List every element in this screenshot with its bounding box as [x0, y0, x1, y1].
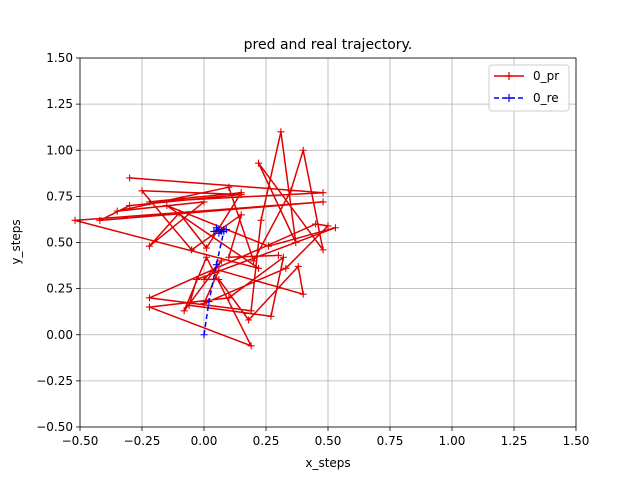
y-axis-ticks: −0.50 −0.25 0.00 0.25 0.50 0.75 1.00 1.25 1.50 [36, 51, 80, 434]
point-marker-0-pr [255, 159, 263, 167]
point-marker-0-pr [138, 187, 146, 195]
point-marker-0-re [212, 261, 220, 269]
point-marker-0-pr [299, 146, 307, 154]
series-0-pr [71, 128, 339, 350]
legend-marker-0-pr [505, 72, 513, 80]
point-marker-0-pr [200, 198, 208, 206]
series-layer [71, 128, 339, 350]
x-tick-label: 1.25 [501, 434, 528, 448]
point-marker-0-pr [257, 216, 265, 224]
point-marker-0-pr [145, 294, 153, 302]
x-tick-label: −0.50 [62, 434, 99, 448]
point-marker-0-pr [319, 189, 327, 197]
point-marker-0-re [210, 227, 218, 235]
chart-title: pred and real trajectory. [244, 37, 413, 53]
y-tick-label: 1.50 [46, 51, 73, 65]
legend-label-0-pr: 0_pr [533, 69, 559, 83]
x-tick-label: 0.75 [377, 434, 404, 448]
point-marker-0-pr [312, 220, 320, 228]
point-marker-0-pr [237, 191, 245, 199]
point-marker-0-pr [185, 301, 193, 309]
series-line-0-pr [74, 131, 337, 347]
point-marker-0-pr [71, 216, 79, 224]
y-tick-label: −0.50 [36, 420, 73, 434]
point-marker-0-pr [299, 290, 307, 298]
point-marker-0-pr [255, 264, 263, 272]
x-tick-label: 1.00 [439, 434, 466, 448]
point-marker-0-pr [225, 294, 233, 302]
x-tick-label: 0.25 [253, 434, 280, 448]
legend: 0_pr 0_re [488, 64, 570, 112]
legend-label-0-re: 0_re [533, 91, 559, 105]
point-marker-0-pr [225, 183, 233, 191]
point-marker-0-pr [217, 257, 225, 265]
y-tick-label: 1.00 [46, 143, 73, 157]
point-marker-0-pr [126, 174, 134, 182]
point-marker-0-pr [282, 264, 290, 272]
point-marker-0-pr [200, 299, 208, 307]
point-marker-0-pr [319, 198, 327, 206]
point-marker-0-pr [267, 312, 275, 320]
point-marker-0-pr [202, 253, 210, 261]
point-marker-0-pr [294, 262, 302, 270]
point-marker-0-pr [175, 209, 183, 217]
point-marker-0-pr [264, 242, 272, 250]
point-marker-0-pr [193, 275, 201, 283]
point-marker-0-pr [324, 222, 332, 230]
point-marker-0-pr [145, 303, 153, 311]
point-marker-0-pr [245, 316, 253, 324]
point-marker-0-pr [237, 211, 245, 219]
point-marker-0-pr [113, 207, 121, 215]
point-marker-0-pr [145, 242, 153, 250]
point-marker-0-pr [163, 202, 171, 210]
point-marker-0-pr [277, 128, 285, 136]
point-marker-0-pr [250, 257, 258, 265]
point-marker-0-pr [188, 246, 196, 254]
point-marker-0-pr [331, 224, 339, 232]
point-marker-0-re [200, 331, 208, 339]
point-marker-0-pr [287, 187, 295, 195]
y-axis-label: y_steps [9, 219, 23, 264]
point-marker-0-pr [319, 246, 327, 254]
y-tick-label: 0.50 [46, 236, 73, 250]
point-marker-0-re [205, 298, 213, 306]
point-marker-0-pr [247, 342, 255, 350]
x-tick-label: 0.50 [315, 434, 342, 448]
point-marker-0-pr [200, 275, 208, 283]
x-tick-label: 0.00 [191, 434, 218, 448]
point-marker-0-pr [279, 253, 287, 261]
x-axis-ticks: −0.50 −0.25 0.00 0.25 0.50 0.75 1.00 1.25 1.50 [62, 427, 590, 448]
point-marker-0-pr [96, 216, 104, 224]
y-tick-label: −0.25 [36, 374, 73, 388]
y-tick-label: 0.75 [46, 189, 73, 203]
point-marker-0-pr [292, 239, 300, 246]
x-tick-label: −0.25 [124, 434, 161, 448]
x-axis-label: x_steps [305, 456, 350, 470]
y-tick-label: 1.25 [46, 97, 73, 111]
point-marker-0-pr [274, 251, 282, 259]
point-marker-0-pr [225, 253, 233, 261]
point-marker-0-pr [180, 307, 188, 315]
point-marker-0-pr [215, 275, 223, 283]
point-marker-0-pr [202, 244, 210, 252]
point-marker-0-re [212, 224, 220, 232]
y-tick-label: 0.25 [46, 282, 73, 296]
point-marker-0-pr [215, 266, 223, 274]
y-tick-label: 0.00 [46, 328, 73, 342]
point-marker-0-re [222, 226, 230, 234]
point-marker-0-pr [145, 198, 153, 206]
legend-marker-0-re [505, 94, 513, 102]
point-marker-0-pr [247, 307, 255, 315]
x-tick-label: 1.50 [563, 434, 590, 448]
series-0-re [200, 224, 230, 339]
point-marker-0-pr [126, 202, 134, 210]
point-marker-0-re [215, 229, 223, 237]
